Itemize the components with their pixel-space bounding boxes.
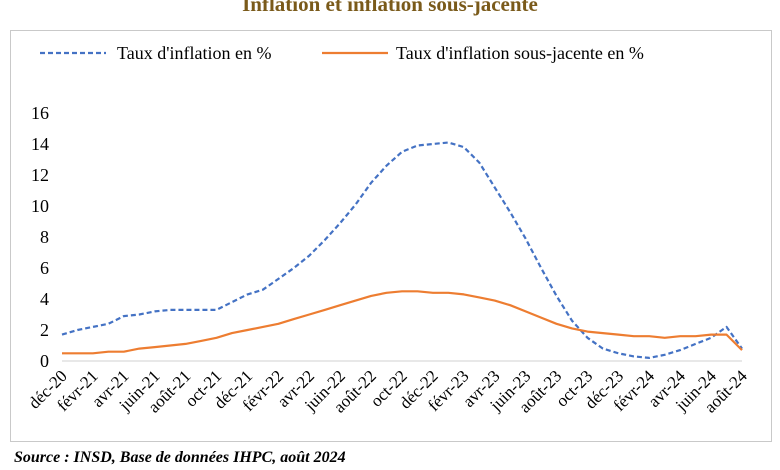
y-tick-label: 12 [31,165,49,185]
legend-label-2: Taux d'inflation sous-jacente en % [396,43,644,63]
source-note: Source : INSD, Base de données IHPC, aoû… [14,449,346,466]
series-group [61,141,743,359]
chart-title: Inflation et inflation sous-jacente [242,0,538,16]
legend-label-1: Taux d'inflation en % [117,43,271,63]
y-tick-label: 4 [40,289,49,309]
y-tick-label: 0 [40,351,49,371]
y-tick-label: 6 [40,258,49,278]
y-tick-label: 2 [40,320,49,340]
x-axis: déc-20févr-21avr-21juin-21août-21oct-21d… [25,360,751,417]
series-line-2 [62,290,743,355]
chart-frame [10,30,772,442]
y-axis: 0 2 4 6 8 10 12 14 16 [31,103,49,371]
legend: Taux d'inflation en % Taux d'inflation so… [40,43,644,63]
y-tick-label: 14 [31,134,49,154]
series-line-1 [61,141,743,359]
y-tick-label: 10 [31,196,49,216]
y-tick-label: 16 [31,103,49,123]
y-tick-label: 8 [40,227,49,247]
